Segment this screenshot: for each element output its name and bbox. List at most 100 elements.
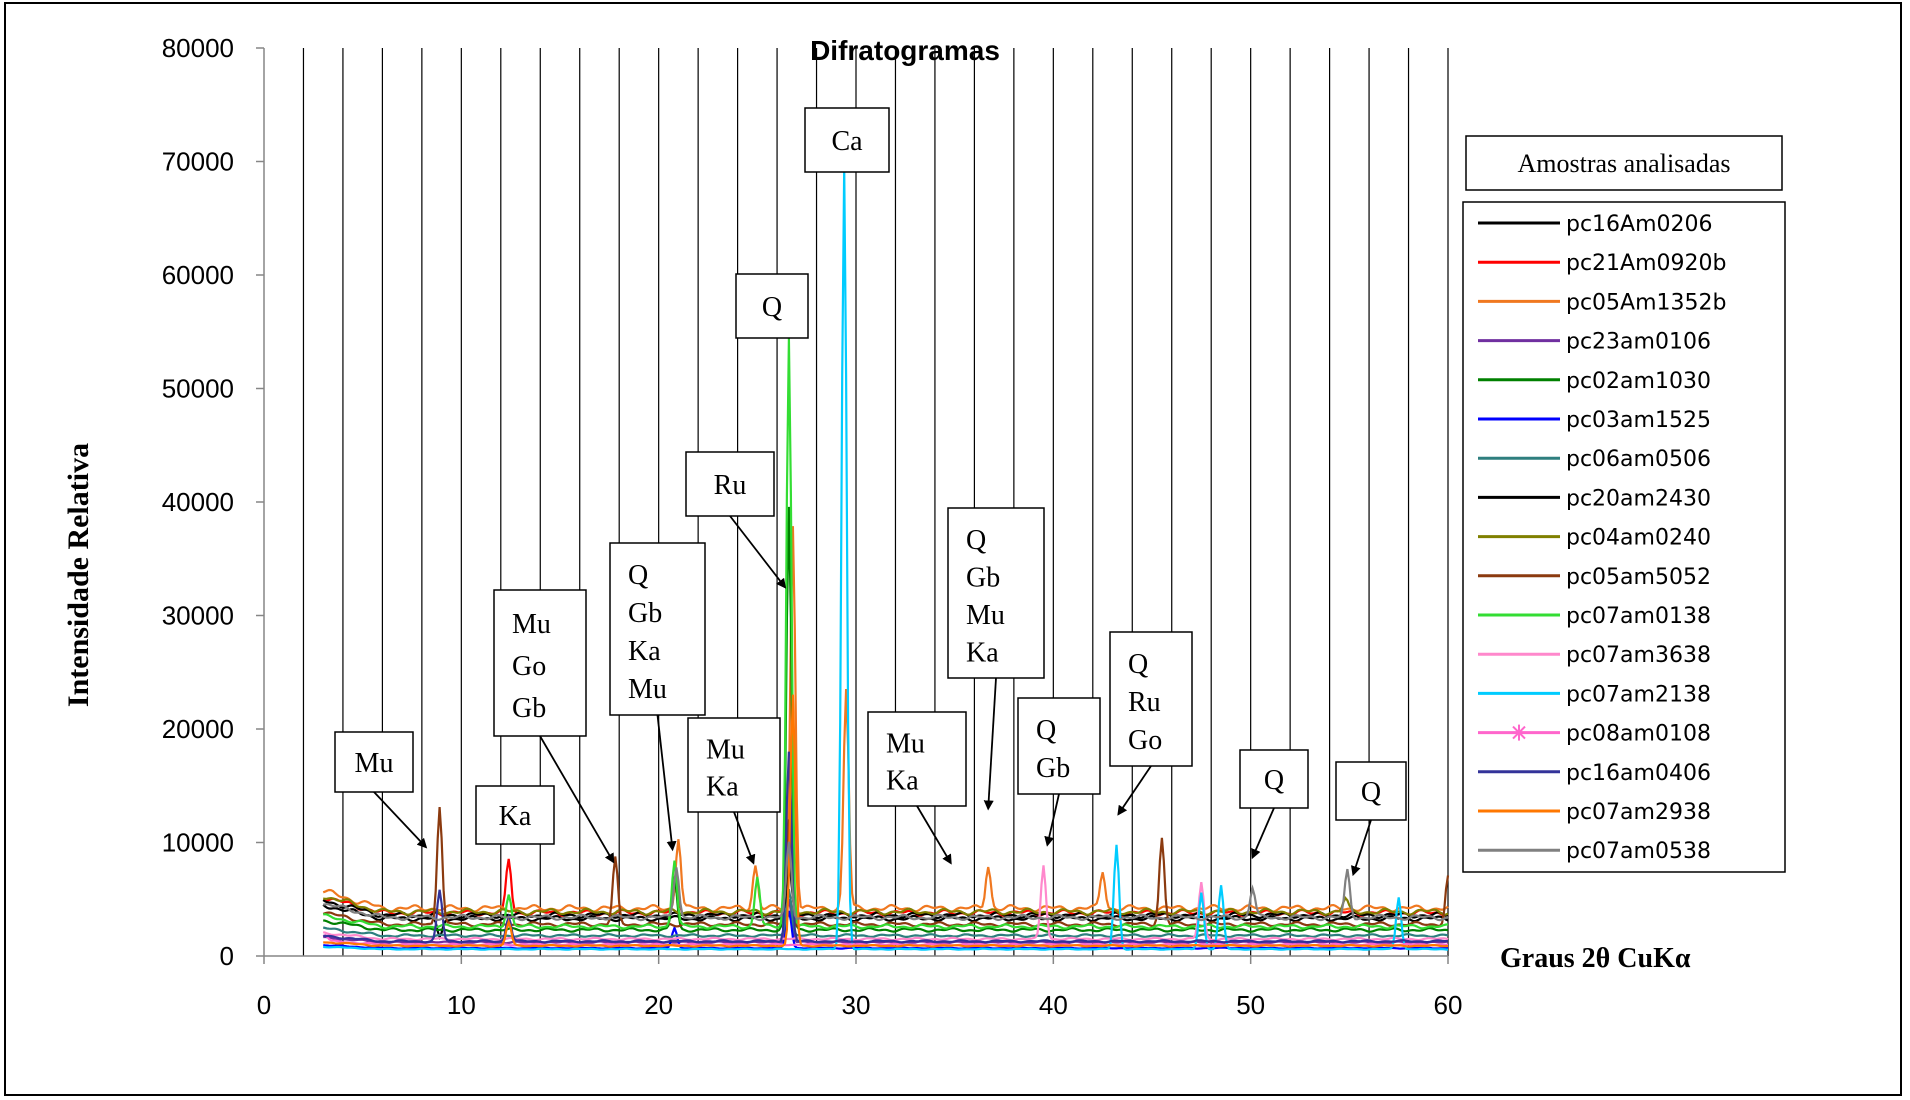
annotation-layer: Mu Ka Mu Go Gb Q Gb Ka Mu Mu Ka Ru Q Ca Mu Ka Q Gb Mu Ka Q Gb…: [334, 107, 1407, 877]
legend-label: pc07am2938: [1566, 800, 1711, 825]
axis-layer: 0 10000 20000 30000 40000 50000 60000 70000 8000…: [162, 33, 1463, 1020]
x-tick-label: 20: [644, 990, 673, 1020]
annotation-text: Ca: [831, 126, 863, 157]
annotation-box: [947, 507, 1045, 679]
annotation-arrow: [1351, 819, 1372, 877]
x-tick-label: 60: [1434, 990, 1463, 1020]
y-tick-label: 40000: [162, 487, 234, 517]
legend-label: pc07am0538: [1566, 839, 1711, 864]
y-tick-label: 10000: [162, 828, 234, 858]
annotation-box: [685, 451, 775, 517]
y-tick-label: 60000: [162, 260, 234, 290]
annotation-text: Mu: [886, 729, 925, 760]
legend-label: pc07am2138: [1566, 682, 1711, 707]
y-tick-label: 20000: [162, 714, 234, 744]
annotation-box: [334, 731, 414, 793]
annotation-text: Ka: [966, 637, 999, 668]
annotation-box: [609, 542, 706, 716]
legend-label: pc06am0506: [1566, 447, 1711, 472]
legend-marker: [1512, 725, 1526, 740]
legend-label: pc23am0106: [1566, 330, 1711, 355]
legend-label: pc20am2430: [1566, 486, 1711, 511]
legend: Amostras analisadas pc16Am0206 pc21Am0920b…: [1462, 135, 1786, 873]
series-line: [322, 865, 1449, 942]
annotation-text: Gb: [1036, 753, 1070, 784]
series-line: [322, 889, 1449, 939]
annotation-text: Ka: [886, 766, 919, 797]
legend-label: pc08am0108: [1566, 722, 1711, 747]
annotation-box: [867, 711, 967, 807]
x-tick-label: 40: [1039, 990, 1068, 1020]
y-tick-label: 0: [220, 941, 234, 971]
annotation-text: Ka: [706, 772, 739, 803]
series-line: [322, 845, 1449, 916]
annotation-text: Ka: [499, 801, 532, 832]
legend-label: pc07am0138: [1566, 604, 1711, 629]
y-tick-label: 30000: [162, 601, 234, 631]
annotation-box: [1239, 749, 1309, 809]
legend-label: pc03am1525: [1566, 408, 1711, 433]
annotation-text: Mu: [706, 735, 745, 766]
x-axis-label: Graus 2θ CuKα: [1500, 943, 1691, 974]
annotation-box: [735, 273, 809, 339]
legend-title-box: [1465, 135, 1783, 191]
annotation-arrow: [1044, 793, 1060, 847]
annotation-arrow: [1251, 807, 1275, 860]
annotation-text: Gb: [966, 562, 1000, 593]
series-line: [323, 338, 1448, 930]
annotation-text: Q: [1128, 649, 1148, 680]
legend-title: Amostras analisadas: [1517, 149, 1730, 178]
legend-label: pc02am1030: [1566, 369, 1711, 394]
y-tick-label: 70000: [162, 147, 234, 177]
legend-label: pc05Am1352b: [1566, 290, 1727, 315]
annotation-box: [687, 717, 781, 813]
annotation-text: Gb: [628, 598, 662, 629]
legend-label: pc05am5052: [1566, 565, 1711, 590]
annotation-text: Q: [628, 560, 648, 591]
legend-label: pc21Am0920b: [1566, 251, 1727, 276]
legend-label: pc04am0240: [1566, 526, 1711, 551]
series-line: [323, 694, 1449, 948]
series-line: [323, 751, 1449, 944]
annotation-text: Mu: [355, 748, 394, 779]
annotation-text: Gb: [512, 693, 546, 724]
x-tick-label: 30: [842, 990, 871, 1020]
annotation-text: Ru: [1128, 687, 1161, 718]
annotation-arrow: [983, 677, 997, 811]
x-tick-label: 0: [257, 990, 271, 1020]
annotation-text: Mu: [628, 674, 667, 705]
annotation-arrow: [733, 811, 756, 865]
annotation-box: [1017, 697, 1101, 795]
chart-title: Difratogramas: [810, 35, 1000, 66]
legend-label: pc16Am0206: [1566, 212, 1713, 237]
annotation-text: Q: [1264, 765, 1284, 796]
annotation-text: Ru: [714, 470, 747, 501]
annotation-text: Go: [512, 651, 546, 682]
y-axis-label: Intensidade Relativa: [62, 443, 95, 707]
series-line: [322, 864, 1449, 920]
annotation-box: [804, 107, 890, 173]
series-line: [322, 841, 1449, 922]
annotation-arrow: [656, 714, 677, 852]
y-tick-label: 50000: [162, 374, 234, 404]
annotation-text: Q: [966, 525, 986, 556]
annotation-box: [493, 589, 587, 737]
annotation-arrow: [1117, 765, 1152, 816]
annotation-text: Q: [762, 292, 782, 323]
annotation-arrow: [373, 791, 428, 849]
annotation-text: Go: [1128, 725, 1162, 756]
grid-layer: [302, 48, 1449, 956]
annotation-arrow: [916, 805, 952, 865]
annotation-text: Q: [1036, 715, 1056, 746]
annotation-box: [1335, 761, 1407, 821]
annotation-text: Mu: [512, 609, 551, 640]
x-tick-label: 50: [1236, 990, 1265, 1020]
x-tick-label: 10: [447, 990, 476, 1020]
annotation-text: Q: [1361, 777, 1381, 808]
legend-label: pc16am0406: [1566, 761, 1711, 786]
annotation-box: [1109, 631, 1193, 767]
y-tick-label: 80000: [162, 33, 234, 63]
annotation-text: Mu: [966, 600, 1005, 631]
annotation-box: [475, 785, 555, 845]
